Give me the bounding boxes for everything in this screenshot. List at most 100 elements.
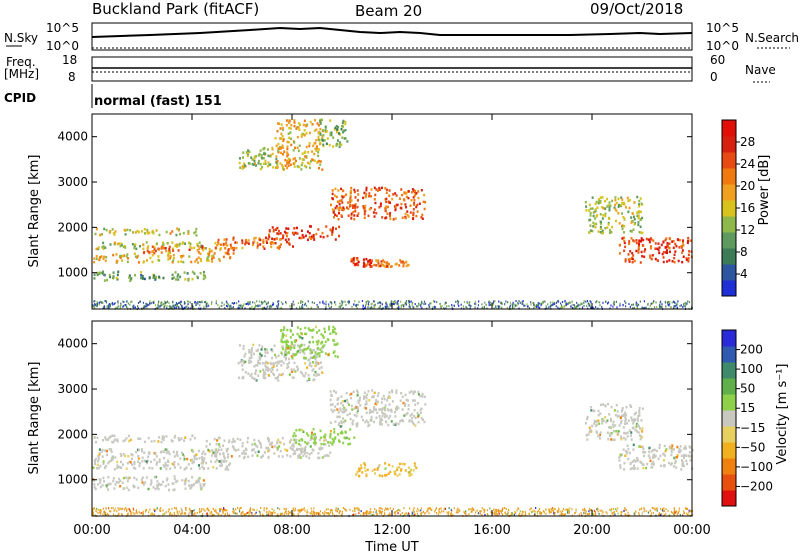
data-cell [318, 354, 321, 358]
data-cell [253, 365, 256, 368]
data-cell [312, 368, 315, 371]
data-cell [586, 415, 589, 419]
data-cell [650, 462, 653, 466]
data-cell [222, 444, 225, 448]
data-cell [385, 473, 388, 477]
data-cell [400, 419, 403, 422]
noise-cell [589, 304, 591, 307]
data-cell [311, 356, 314, 359]
noise-cell [448, 511, 450, 514]
data-cell [636, 456, 639, 460]
data-cell [341, 400, 344, 403]
data-cell [278, 122, 281, 126]
data-cell [148, 466, 151, 470]
data-cell [216, 450, 219, 454]
noise-cell [341, 304, 343, 307]
data-cell [380, 423, 383, 426]
data-cell [342, 408, 345, 411]
data-cell [637, 414, 640, 418]
data-cell [642, 447, 645, 451]
noise-cell [684, 305, 686, 308]
noise-cell [245, 303, 247, 306]
data-cell [650, 450, 653, 453]
noise-cell [179, 301, 182, 304]
noise-cell [319, 513, 321, 516]
noise-cell [232, 507, 234, 510]
data-cell [262, 368, 265, 372]
data-cell [293, 432, 296, 435]
data-cell [278, 145, 281, 149]
noise-cell [537, 305, 539, 308]
data-cell [604, 214, 607, 218]
data-cell [376, 467, 379, 471]
noise-cell [147, 304, 149, 307]
data-cell [608, 231, 611, 235]
noise-cell [120, 304, 122, 307]
data-cell [300, 447, 303, 450]
data-cell [329, 119, 332, 122]
noise-cell [105, 301, 108, 304]
data-cell [388, 391, 391, 394]
data-cell [316, 352, 319, 355]
noise-cell [649, 304, 651, 307]
data-cell [162, 450, 165, 453]
noise-cell [409, 307, 412, 310]
data-cell [369, 206, 372, 210]
noise-cell [155, 508, 157, 511]
noise-cell [369, 510, 371, 513]
data-cell [165, 435, 168, 438]
noise-cell [544, 300, 546, 303]
data-cell [202, 248, 205, 252]
velocity-x-axis: 00:00 04:00 08:00 12:00 16:00 20:00 00:00 [73, 321, 711, 538]
y-tick-label: 3000 [57, 382, 88, 396]
noise-cell [586, 304, 588, 307]
data-cell [281, 134, 284, 138]
noise-cell [301, 509, 303, 512]
data-cell [128, 276, 131, 279]
data-cell [380, 262, 383, 265]
data-cell [674, 250, 677, 253]
data-cell [253, 240, 256, 243]
data-cell [112, 271, 115, 274]
data-cell [296, 146, 299, 150]
data-cell [373, 420, 376, 424]
noise-cell [571, 306, 574, 309]
noise-cell [683, 302, 685, 305]
noise-cell [602, 511, 604, 514]
data-cell [606, 226, 609, 229]
data-cell [631, 460, 634, 463]
data-cell [606, 431, 609, 435]
data-cell [384, 467, 387, 470]
data-cell [296, 448, 299, 451]
data-cell [242, 449, 245, 453]
data-cell [176, 450, 179, 454]
data-cell [253, 442, 256, 446]
data-cell [233, 440, 236, 443]
data-cell [117, 270, 120, 274]
data-cell [235, 246, 238, 250]
data-cell [401, 193, 404, 197]
noise-cell [119, 305, 121, 308]
data-cell [201, 462, 204, 465]
data-cell [313, 356, 316, 359]
data-cell [175, 480, 178, 484]
data-cell [160, 251, 163, 254]
noise-cell [541, 302, 543, 305]
data-cell [212, 254, 215, 258]
noise-cell [172, 304, 174, 307]
data-cell [664, 454, 667, 457]
noise-cell [313, 513, 316, 516]
data-cell [351, 422, 354, 426]
noise-cell [168, 305, 170, 308]
data-cell [311, 369, 314, 372]
noise-cell [331, 509, 333, 512]
data-cell [336, 398, 339, 402]
noise-cell [180, 513, 182, 516]
data-cell [597, 198, 600, 201]
station-title: Buckland Park (fitACF) [92, 0, 259, 18]
data-cell [298, 157, 301, 160]
noise-cell [232, 511, 235, 514]
data-cell [157, 440, 160, 443]
noise-cell [117, 302, 119, 305]
data-cell [206, 256, 209, 260]
